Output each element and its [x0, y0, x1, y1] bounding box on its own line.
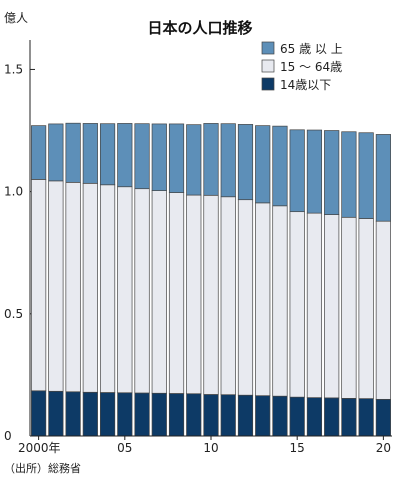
bar-segment-series-0-2008 [168, 393, 185, 437]
bar-segment-series-2-2004 [99, 123, 116, 186]
bar-segment-series-1-2016 [306, 212, 323, 398]
legend: 65 歳 以 上 15 ～ 64歳 14歳以下 [261, 41, 343, 92]
bar-segment-series-2-2010 [203, 123, 219, 196]
bar-segment-series-2-2015 [289, 129, 305, 213]
bar-segment-series-0-2014 [272, 395, 288, 437]
bar-segment-series-0-2011 [220, 394, 236, 437]
legend-label: 14歳以下 [280, 78, 331, 92]
bar-segment-series-0-2012 [237, 394, 254, 437]
bar-segment-series-2-2018 [341, 131, 357, 218]
bar-segment-series-1-2014 [272, 205, 288, 397]
legend-label: 15 ～ 64歳 [280, 60, 342, 74]
bar-segment-series-0-2006 [134, 392, 150, 437]
bar-segment-series-1-2006 [134, 188, 150, 394]
bar-segment-series-2-2016 [306, 129, 323, 214]
bar-segment-series-0-2017 [324, 397, 340, 437]
bar-segment-series-0-2013 [255, 395, 271, 437]
x-tick-label: 2000年 [18, 441, 61, 455]
bar-segment-series-2-2008 [168, 123, 185, 193]
bar-segment-series-1-2008 [168, 192, 185, 394]
bar-segment-series-0-2009 [186, 393, 202, 437]
bar-segment-series-2-2012 [237, 124, 254, 201]
bar-segment-series-1-2013 [255, 202, 271, 397]
bar-segment-series-1-2018 [341, 216, 357, 399]
y-tick-label: 0 [4, 429, 12, 443]
bar-segment-series-2-2014 [272, 125, 288, 207]
chart-title: 日本の人口推移 [147, 19, 252, 37]
bar-segment-series-0-2005 [117, 392, 133, 437]
x-tick-label: 10 [203, 441, 218, 455]
bar-segment-series-0-2015 [289, 396, 305, 437]
bar-segment-series-2-2009 [186, 124, 202, 196]
bar-segment-series-2-2013 [255, 125, 271, 204]
bar-segment-series-1-2003 [82, 182, 98, 393]
legend-swatch [261, 41, 275, 55]
bar-segment-series-0-2018 [341, 398, 357, 437]
bar-segment-series-2-2019 [358, 132, 374, 219]
bar-segment-series-0-2001 [48, 390, 64, 437]
y-tick-label: 1.0 [4, 185, 23, 199]
bar-segment-series-1-2005 [117, 186, 133, 394]
bar-segment-series-0-2003 [82, 391, 98, 437]
bar-segment-series-1-2019 [358, 218, 374, 399]
bar-segment-series-0-2016 [306, 397, 323, 437]
bar-segment-series-2-2005 [117, 123, 133, 188]
bar-segment-series-0-2002 [65, 391, 81, 437]
source-note: （出所）総務省 [4, 461, 81, 475]
bar-segment-series-0-2000 [31, 390, 47, 437]
bar-segment-series-1-2002 [65, 181, 81, 393]
bar-segment-series-2-2011 [220, 123, 236, 198]
bar-segment-series-0-2007 [151, 392, 167, 437]
y-tick-label: 1.5 [4, 62, 23, 76]
bar-segment-series-1-2004 [99, 184, 116, 393]
bar-segment-series-1-2020 [375, 220, 391, 400]
bar-segment-series-2-2007 [151, 123, 167, 191]
bar-segment-series-2-2002 [65, 122, 81, 183]
x-axis-ticks: 2000年 05 10 15 20 [18, 436, 391, 455]
bar-segment-series-1-2007 [151, 190, 167, 394]
bar-segment-series-2-2000 [31, 125, 47, 180]
x-tick-label: 15 [290, 441, 305, 455]
bar-segment-series-2-2017 [324, 130, 340, 215]
bar-segment-series-0-2010 [203, 394, 219, 437]
x-tick-label: 05 [117, 441, 132, 455]
bar-segment-series-2-2006 [134, 123, 150, 190]
bar-group [31, 122, 391, 437]
bar-segment-series-1-2015 [289, 211, 305, 398]
bar-segment-series-1-2012 [237, 199, 254, 396]
bar-segment-series-1-2001 [48, 180, 64, 392]
bar-segment-series-0-2004 [99, 392, 116, 437]
bar-segment-series-2-2003 [82, 123, 98, 184]
bar-segment-series-1-2017 [324, 214, 340, 399]
bar-segment-series-1-2010 [203, 194, 219, 395]
bar-segment-series-2-2020 [375, 134, 391, 222]
bar-segment-series-1-2011 [220, 196, 236, 396]
y-tick-label: 0.5 [4, 307, 23, 321]
y-axis-label: 億人 [4, 11, 28, 25]
legend-swatch [261, 59, 275, 73]
bar-segment-series-0-2020 [375, 398, 391, 437]
legend-label: 65 歳 以 上 [280, 42, 343, 56]
bar-segment-series-1-2000 [31, 179, 47, 392]
legend-swatch [261, 77, 275, 91]
bar-segment-series-1-2009 [186, 194, 202, 395]
bar-segment-series-0-2019 [358, 398, 374, 437]
x-tick-label: 20 [376, 441, 391, 455]
bar-segment-series-2-2001 [48, 123, 64, 182]
